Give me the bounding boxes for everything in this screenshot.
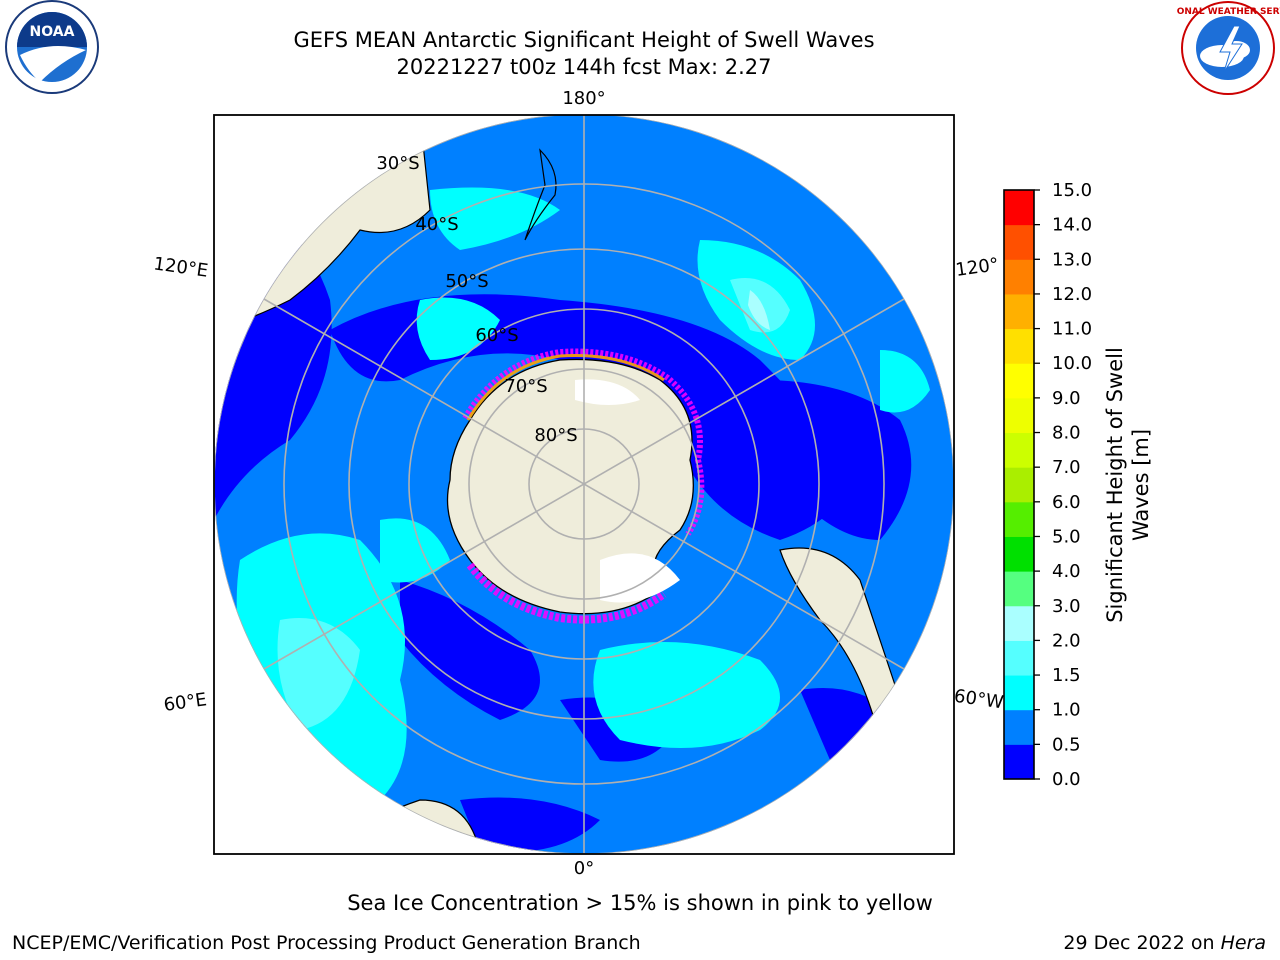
colorbar-segment <box>1004 397 1034 434</box>
credit-line: NCEP/EMC/Verification Post Processing Pr… <box>12 932 641 954</box>
colorbar-segment <box>1004 571 1034 607</box>
lon-label-120e: 120°E <box>152 253 209 281</box>
noaa-logo-text: NOAA <box>30 24 75 40</box>
colorbar-segment <box>1004 605 1034 641</box>
nws-logo: NATIONAL WEATHER SERVICE <box>1176 1 1280 95</box>
nws-logo-text: NATIONAL WEATHER SERVICE <box>1176 7 1280 17</box>
swell-low-region <box>330 294 860 540</box>
lat-label-50s: 50°S <box>445 271 488 292</box>
colorbar-tick-label: 11.0 <box>1052 319 1092 340</box>
swell-low-region <box>760 380 912 540</box>
new-zealand-outline <box>524 148 557 241</box>
colorbar-segment <box>1004 190 1034 226</box>
colorbar-tick-label: 15.0 <box>1052 180 1092 201</box>
run-date-text: 29 Dec 2022 on <box>1063 932 1215 954</box>
colorbar-tick-label: 12.0 <box>1052 284 1092 305</box>
lat-label-60s: 60°S <box>475 325 518 346</box>
swell-moderate-region <box>430 187 560 250</box>
colorbar-segment <box>1004 432 1034 468</box>
lon-label-60e: 60°E <box>162 689 208 716</box>
map-subtitle: 20221227 t00z 144h fcst Max: 2.27 <box>396 55 772 79</box>
colorbar-tick-label: 13.0 <box>1052 249 1092 270</box>
colorbar-frame <box>1003 189 1035 780</box>
lon-label-120w: 120° <box>954 254 1000 281</box>
colorbar-segment <box>1004 536 1034 572</box>
colorbar-tick-label: 1.5 <box>1052 665 1081 686</box>
map-frame <box>213 114 955 855</box>
colorbar-tick-label: 0.5 <box>1052 734 1081 755</box>
colorbar-label: Significant Height of Swell Waves [m] <box>1103 347 1153 623</box>
run-date: 29 Dec 2022 on Hera <box>1063 932 1266 954</box>
colorbar-tick-label: 3.0 <box>1052 596 1081 617</box>
sea-ice-edge <box>466 354 665 421</box>
map-title: GEFS MEAN Antarctic Significant Height o… <box>293 28 875 52</box>
lon-label-180: 180° <box>562 88 605 109</box>
colorbar-tick-label: 5.0 <box>1052 526 1081 547</box>
colorbar-segment <box>1004 675 1034 711</box>
colorbar-segment <box>1004 328 1034 364</box>
colorbar-segment <box>1004 363 1034 399</box>
colorbar-tick-label: 14.0 <box>1052 215 1092 236</box>
host-name: Hera <box>1220 932 1266 954</box>
colorbar-tick-label: 4.0 <box>1052 561 1081 582</box>
colorbar-segment <box>1004 293 1034 330</box>
colorbar-tick-label: 2.0 <box>1052 630 1081 651</box>
sea-ice-edge <box>466 562 667 624</box>
noaa-logo: NOAA <box>5 0 99 94</box>
colorbar-segment <box>1004 640 1034 676</box>
lat-label-40s: 40°S <box>415 214 458 235</box>
colorbar-tick-label: 7.0 <box>1052 457 1081 478</box>
colorbar-tick-label: 6.0 <box>1052 492 1081 513</box>
lon-label-60w: 60°W <box>953 686 1005 714</box>
colorbar-segment <box>1004 744 1034 780</box>
colorbar-segment <box>1004 224 1034 260</box>
colorbar-tick-label: 9.0 <box>1052 388 1081 409</box>
colorbar-segment <box>1004 501 1034 537</box>
lat-label-80s: 80°S <box>534 425 577 446</box>
colorbar-label-line1: Significant Height of Swell <box>1103 347 1127 623</box>
colorbar-label-line2: Waves [m] <box>1129 429 1153 541</box>
colorbar-segment <box>1004 709 1034 745</box>
swell-high-region <box>277 618 360 730</box>
colorbar: 0.0 0.5 1.0 1.5 2.0 3.0 4.0 5.0 6.0 7.0 8.0 9.0 10.0… <box>1003 180 1092 790</box>
sea-ice-edge <box>462 348 705 536</box>
colorbar-tick-label: 0.0 <box>1052 769 1081 790</box>
lat-label-30s: 30°S <box>376 153 419 174</box>
sea-ice-note: Sea Ice Concentration > 15% is shown in … <box>347 891 933 915</box>
sea-ice-ross <box>575 379 640 405</box>
lon-label-0: 0° <box>574 858 594 879</box>
swell-low-region <box>400 580 540 720</box>
longitude-gridlines <box>263 115 905 854</box>
swell-moderate-region <box>380 518 450 583</box>
colorbar-tick-label: 10.0 <box>1052 353 1092 374</box>
lat-label-70s: 70°S <box>504 376 547 397</box>
colorbar-segment <box>1004 259 1034 295</box>
swell-moderate-region <box>880 350 930 413</box>
swell-peak-region <box>748 290 770 330</box>
colorbar-tick-label: 8.0 <box>1052 423 1081 444</box>
sea-ice-weddell <box>600 553 680 603</box>
colorbar-tick-label: 1.0 <box>1052 700 1081 721</box>
swell-low-region <box>460 797 600 852</box>
colorbar-segment <box>1004 467 1034 503</box>
